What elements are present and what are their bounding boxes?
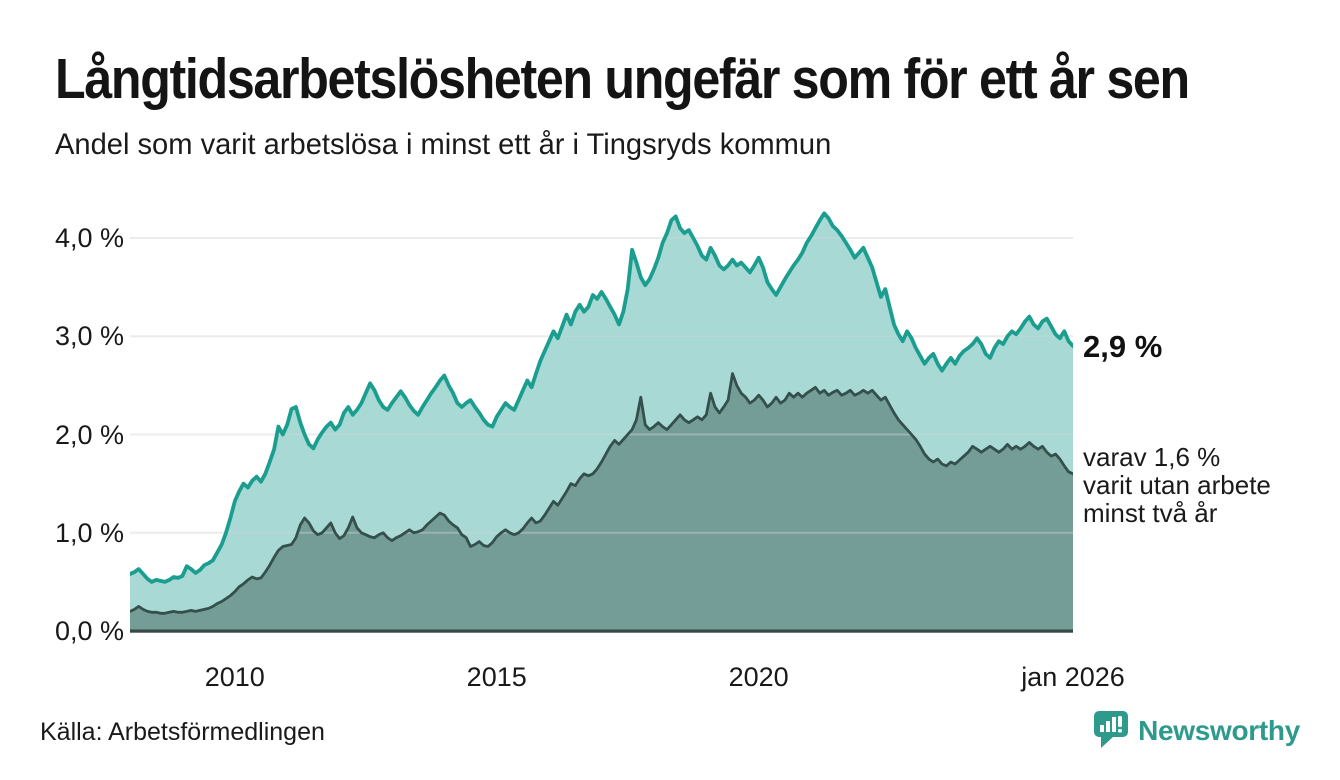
newsworthy-logo-icon <box>1094 711 1129 748</box>
area-chart-plot <box>130 211 1073 633</box>
y-tick-label: 0,0 % <box>54 616 124 646</box>
brand-name: Newsworthy <box>1138 715 1300 746</box>
y-tick-label: 1,0 % <box>54 517 124 548</box>
source-note: Källa: Arbetsförmedlingen <box>40 718 325 746</box>
x-tick-label: 2020 <box>728 662 789 692</box>
series-end-label-primary: 2,9 % <box>1083 329 1163 364</box>
y-tick-label: 4,0 % <box>54 223 124 253</box>
x-tick-label: 2015 <box>466 662 527 692</box>
series-end-label-secondary: varav 1,6 % varit utan arbete minst två … <box>1083 443 1271 527</box>
secondary-label-line1: varav 1,6 % <box>1083 442 1221 472</box>
brand-lockup: Newsworthy <box>1094 710 1300 752</box>
x-axis-line <box>130 629 1073 633</box>
y-tick-label: 3,0 % <box>54 321 124 352</box>
area-line-arbetslosa-minst-tva-ar <box>130 372 1073 615</box>
chart-title: Långtidsarbetslösheten ungefär som för e… <box>55 47 1190 111</box>
area-fill-arbetslosa-minst-ett-ar <box>130 213 1073 631</box>
area-line-arbetslosa-minst-ett-ar <box>130 211 1073 584</box>
x-tick-label: jan 2026 <box>1021 662 1125 692</box>
chart-subtitle: Andel som varit arbetslösa i minst ett å… <box>55 128 832 161</box>
area-fill-arbetslosa-minst-tva-ar <box>130 373 1073 631</box>
secondary-label-line2: varit utan arbete <box>1083 470 1271 500</box>
secondary-label-line3: minst två år <box>1083 498 1218 528</box>
y-tick-label: 2,0 % <box>54 419 124 450</box>
x-tick-label: 2010 <box>204 662 265 692</box>
